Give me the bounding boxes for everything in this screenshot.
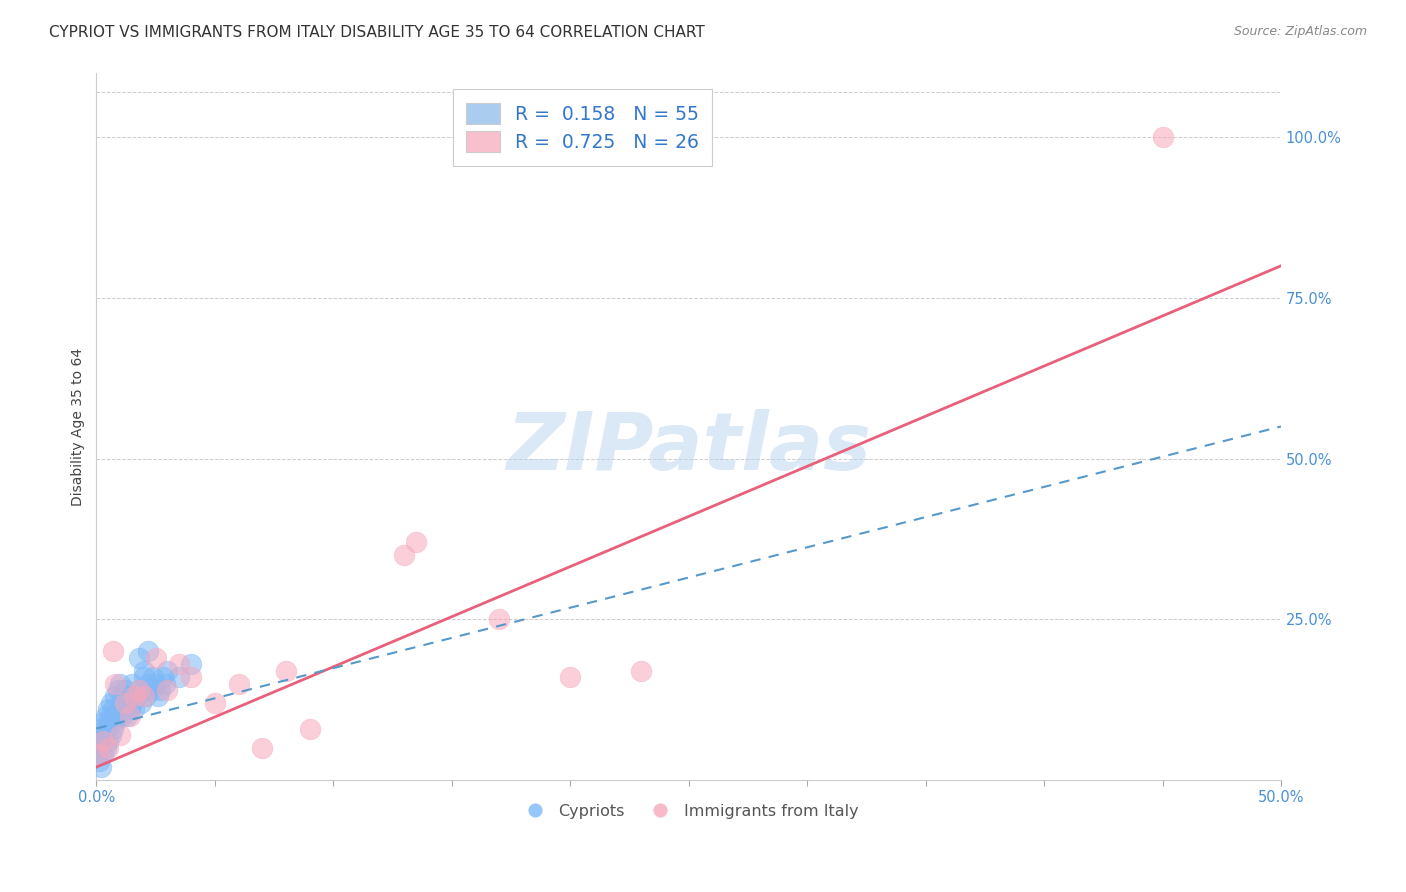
Point [630, 664, 652, 678]
Legend: Cypriots, Immigrants from Italy: Cypriots, Immigrants from Italy [512, 797, 865, 825]
Point [488, 612, 510, 626]
Point [125, 690, 148, 704]
Point [114, 696, 136, 710]
Point [87, 747, 110, 762]
Point [122, 702, 145, 716]
Point [145, 650, 167, 665]
Point [122, 690, 145, 704]
Text: Source: ZipAtlas.com: Source: ZipAtlas.com [1233, 25, 1367, 38]
Point [118, 708, 141, 723]
Point [101, 644, 124, 658]
Point [100, 708, 122, 723]
Point [152, 670, 174, 684]
Text: ZIPatlas: ZIPatlas [506, 409, 872, 487]
Point [115, 696, 138, 710]
Point [204, 696, 226, 710]
Point [114, 702, 136, 716]
Point [132, 690, 155, 704]
Point [121, 676, 143, 690]
Point [114, 683, 136, 698]
Point [93, 747, 115, 762]
Point [118, 690, 141, 704]
Point [94, 708, 117, 723]
Point [87, 740, 110, 755]
Point [104, 676, 127, 690]
Point [93, 715, 115, 730]
Point [101, 722, 124, 736]
Point [1152, 130, 1174, 145]
Text: CYPRIOT VS IMMIGRANTS FROM ITALY DISABILITY AGE 35 TO 64 CORRELATION CHART: CYPRIOT VS IMMIGRANTS FROM ITALY DISABIL… [49, 25, 704, 40]
Point [132, 670, 155, 684]
Point [149, 683, 172, 698]
Point [100, 696, 122, 710]
Point [87, 754, 110, 768]
Point [94, 740, 117, 755]
Point [153, 676, 176, 690]
Point [180, 657, 202, 672]
Point [128, 650, 150, 665]
Point [228, 676, 250, 690]
Point [128, 683, 150, 698]
Point [169, 657, 191, 672]
Point [107, 683, 129, 698]
Point [394, 548, 416, 562]
Point [135, 690, 157, 704]
Point [138, 676, 160, 690]
Point [405, 535, 427, 549]
Point [142, 670, 165, 684]
Point [101, 702, 124, 716]
Point [156, 664, 179, 678]
Point [97, 740, 120, 755]
Point [108, 728, 131, 742]
Point [97, 715, 120, 730]
Point [104, 715, 127, 730]
Point [93, 728, 115, 742]
Point [90, 722, 112, 736]
Point [104, 690, 127, 704]
Point [115, 708, 138, 723]
Point [93, 734, 115, 748]
Point [90, 734, 112, 748]
Point [156, 683, 179, 698]
Point [107, 708, 129, 723]
Y-axis label: Disability Age 35 to 64: Disability Age 35 to 64 [72, 347, 86, 506]
Point [90, 760, 112, 774]
Point [132, 664, 155, 678]
Point [118, 702, 141, 716]
Point [169, 670, 191, 684]
Point [138, 644, 160, 658]
Point [97, 734, 120, 748]
Point [128, 683, 150, 698]
Point [274, 664, 297, 678]
Point [560, 670, 582, 684]
Point [97, 702, 120, 716]
Point [100, 728, 122, 742]
Point [139, 683, 162, 698]
Point [121, 696, 143, 710]
Point [146, 690, 169, 704]
Point [250, 740, 273, 755]
Point [108, 676, 131, 690]
Point [111, 708, 134, 723]
Point [108, 702, 131, 716]
Point [111, 690, 134, 704]
Point [298, 722, 321, 736]
Point [145, 676, 167, 690]
Point [131, 696, 153, 710]
Point [180, 670, 202, 684]
Point [94, 722, 117, 736]
